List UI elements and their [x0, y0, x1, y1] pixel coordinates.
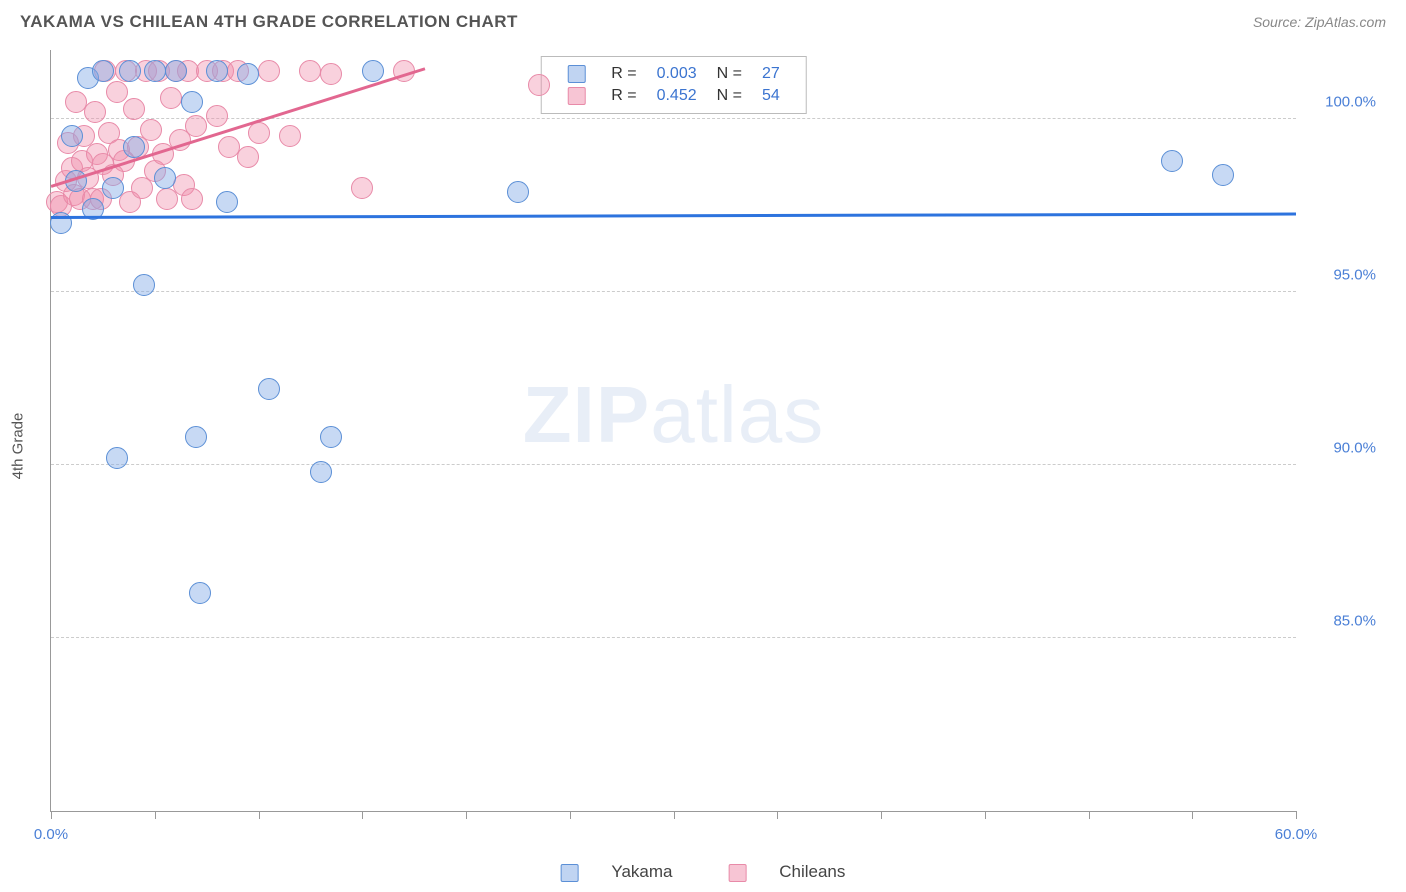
source-attribution: Source: ZipAtlas.com: [1253, 14, 1386, 30]
data-point: [154, 167, 176, 189]
n-label: N =: [707, 63, 752, 85]
x-tick: [155, 811, 156, 819]
n-label: N =: [707, 85, 752, 107]
gridline: [51, 118, 1296, 119]
legend-label: Yakama: [611, 862, 672, 881]
r-value: 0.452: [647, 85, 707, 107]
legend-swatch: [567, 87, 585, 105]
data-point: [92, 60, 114, 82]
legend-swatch: [567, 65, 585, 83]
data-point: [119, 60, 141, 82]
data-point: [507, 181, 529, 203]
y-tick-label: 90.0%: [1306, 440, 1376, 457]
x-tick: [985, 811, 986, 819]
data-point: [299, 60, 321, 82]
data-point: [206, 60, 228, 82]
legend-item: Yakama: [547, 862, 687, 881]
x-tick: [1192, 811, 1193, 819]
watermark-light: atlas: [650, 370, 824, 459]
chart-container: ZIPatlas R =0.003N =27R =0.452N =54 85.0…: [50, 50, 1386, 832]
data-point: [1212, 164, 1234, 186]
y-tick-label: 85.0%: [1306, 613, 1376, 630]
chart-title: YAKAMA VS CHILEAN 4TH GRADE CORRELATION …: [20, 12, 518, 32]
data-point: [237, 63, 259, 85]
data-point: [165, 60, 187, 82]
data-point: [106, 81, 128, 103]
x-tick: [51, 811, 52, 819]
source-value: ZipAtlas.com: [1305, 14, 1386, 30]
gridline: [51, 637, 1296, 638]
data-point: [84, 101, 106, 123]
x-tick-label: 0.0%: [34, 826, 68, 843]
data-point: [528, 74, 550, 96]
legend-item: Chileans: [714, 862, 859, 881]
legend-label: Chileans: [779, 862, 845, 881]
data-point: [61, 125, 83, 147]
r-label: R =: [601, 85, 646, 107]
data-point: [258, 60, 280, 82]
y-axis-label: 4th Grade: [10, 413, 27, 480]
x-tick: [777, 811, 778, 819]
x-tick: [1089, 811, 1090, 819]
data-point: [185, 426, 207, 448]
y-tick-label: 100.0%: [1306, 94, 1376, 111]
data-point: [362, 60, 384, 82]
data-point: [123, 136, 145, 158]
data-point: [181, 91, 203, 113]
x-tick: [466, 811, 467, 819]
correlation-table: R =0.003N =27R =0.452N =54: [557, 63, 790, 107]
data-point: [258, 378, 280, 400]
data-point: [1161, 150, 1183, 172]
source-label: Source:: [1253, 14, 1301, 30]
x-tick: [362, 811, 363, 819]
data-point: [133, 274, 155, 296]
series-legend: Yakama Chileans: [533, 862, 874, 882]
data-point: [102, 177, 124, 199]
x-tick: [1296, 811, 1297, 819]
x-tick-label: 60.0%: [1275, 826, 1318, 843]
n-value: 27: [752, 63, 790, 85]
data-point: [310, 461, 332, 483]
plot-area: ZIPatlas R =0.003N =27R =0.452N =54 85.0…: [50, 50, 1296, 812]
data-point: [106, 447, 128, 469]
legend-row: R =0.452N =54: [557, 85, 790, 107]
data-point: [237, 146, 259, 168]
x-tick: [881, 811, 882, 819]
header: YAKAMA VS CHILEAN 4TH GRADE CORRELATION …: [0, 0, 1406, 40]
data-point: [320, 426, 342, 448]
data-point: [320, 63, 342, 85]
n-value: 54: [752, 85, 790, 107]
data-point: [144, 60, 166, 82]
data-point: [189, 582, 211, 604]
correlation-legend: R =0.003N =27R =0.452N =54: [540, 56, 807, 114]
data-point: [279, 125, 301, 147]
trend-line: [51, 213, 1296, 219]
watermark: ZIPatlas: [523, 369, 824, 461]
data-point: [185, 115, 207, 137]
x-tick: [570, 811, 571, 819]
data-point: [351, 177, 373, 199]
x-tick: [259, 811, 260, 819]
data-point: [216, 191, 238, 213]
data-point: [206, 105, 228, 127]
data-point: [123, 98, 145, 120]
legend-swatch: [728, 864, 746, 882]
data-point: [160, 87, 182, 109]
legend-swatch: [561, 864, 579, 882]
r-value: 0.003: [647, 63, 707, 85]
watermark-bold: ZIP: [523, 370, 650, 459]
x-tick: [674, 811, 675, 819]
legend-row: R =0.003N =27: [557, 63, 790, 85]
data-point: [248, 122, 270, 144]
data-point: [140, 119, 162, 141]
gridline: [51, 464, 1296, 465]
r-label: R =: [601, 63, 646, 85]
data-point: [181, 188, 203, 210]
gridline: [51, 291, 1296, 292]
y-tick-label: 95.0%: [1306, 267, 1376, 284]
